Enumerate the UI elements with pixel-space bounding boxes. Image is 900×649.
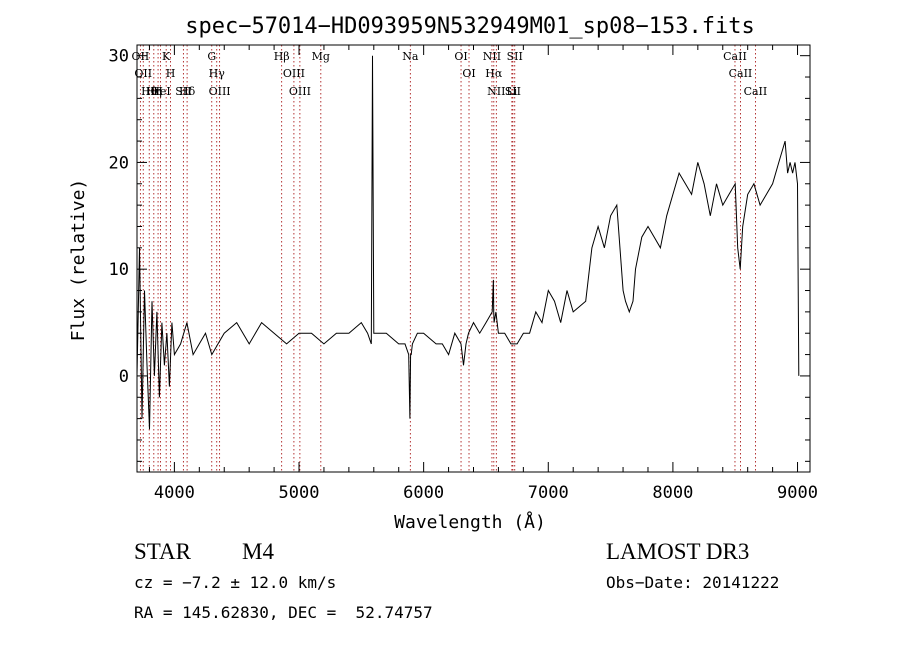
spectral-line-label: Hθ [141,85,158,98]
spectral-line-label: SII [507,50,523,63]
spectral-line-label: CaII [744,85,768,98]
y-tick-label: 0 [119,367,129,387]
y-tick-label: 10 [109,260,129,280]
spectral-line-label: NII [483,50,501,63]
x-tick-label: 6000 [403,483,444,503]
spectral-line-label: OII [132,50,150,63]
x-axis-label: Wavelength (Å) [394,511,546,533]
object-subclass: M4 [242,539,274,564]
spectral-line-label: Li [506,85,517,98]
redshift-velocity: cz = −7.2 ± 12.0 km/s [134,573,337,592]
spectral-line-label: Hη [146,85,162,98]
y-tick-label: 30 [109,47,129,67]
x-tick-label: 8000 [652,483,693,503]
spectral-line-label: SII [505,85,521,98]
x-tick-label: 4000 [154,483,195,503]
spectral-line-label: NII [487,85,505,98]
spectral-line-label: OIII [209,85,231,98]
spectral-line-label: Hδ [179,85,196,98]
spectral-line-label: OIII [283,67,305,80]
survey-name: LAMOST DR3 [606,539,750,564]
y-axis: 0 10 20 30 [109,47,810,462]
spectral-line-label: H [166,67,176,80]
x-tick-label: 9000 [777,483,818,503]
spectral-line-label: H [153,85,163,98]
spectral-line-label: SII [175,85,191,98]
spectral-line-labels: OIIOIIHθHηHHeIKHSIIHδGHγOIIIHβOIIIOIIIMg… [132,50,768,98]
spectral-line-label: Mg [312,50,330,63]
spectral-line-label: G [207,50,216,63]
y-tick-label: 20 [109,153,129,173]
spectral-line-label: CaII [729,67,753,80]
spectral-line-label: Hγ [209,67,226,80]
spectral-line-label: OI [454,50,467,63]
spectral-line-label: K [162,50,171,63]
spectral-line-label: Na [402,50,419,63]
spectral-line-label: HeI [150,85,170,98]
chart-title: spec−57014−HD093959N532949M01_sp08−153.f… [185,14,755,39]
x-axis: 4000 5000 6000 7000 8000 9000 [148,45,818,503]
x-tick-label: 7000 [528,483,569,503]
plot-frame [136,44,811,473]
spectral-line-label: Hα [485,67,503,80]
observation-date: Obs−Date: 20141222 [606,573,780,592]
x-tick-label: 5000 [279,483,320,503]
spectral-line-label: OI [462,67,475,80]
flux-series-line [136,55,800,430]
spectral-line-markers [139,45,756,472]
spectral-line-label: CaII [723,50,747,63]
spectral-line-label: OIII [289,85,311,98]
ra-dec-coordinates: RA = 145.62830, DEC = 52.74757 [134,603,433,622]
y-axis-label: Flux (relative) [68,179,89,342]
spectral-line-label: Hβ [274,50,290,63]
object-class: STAR [134,539,191,564]
